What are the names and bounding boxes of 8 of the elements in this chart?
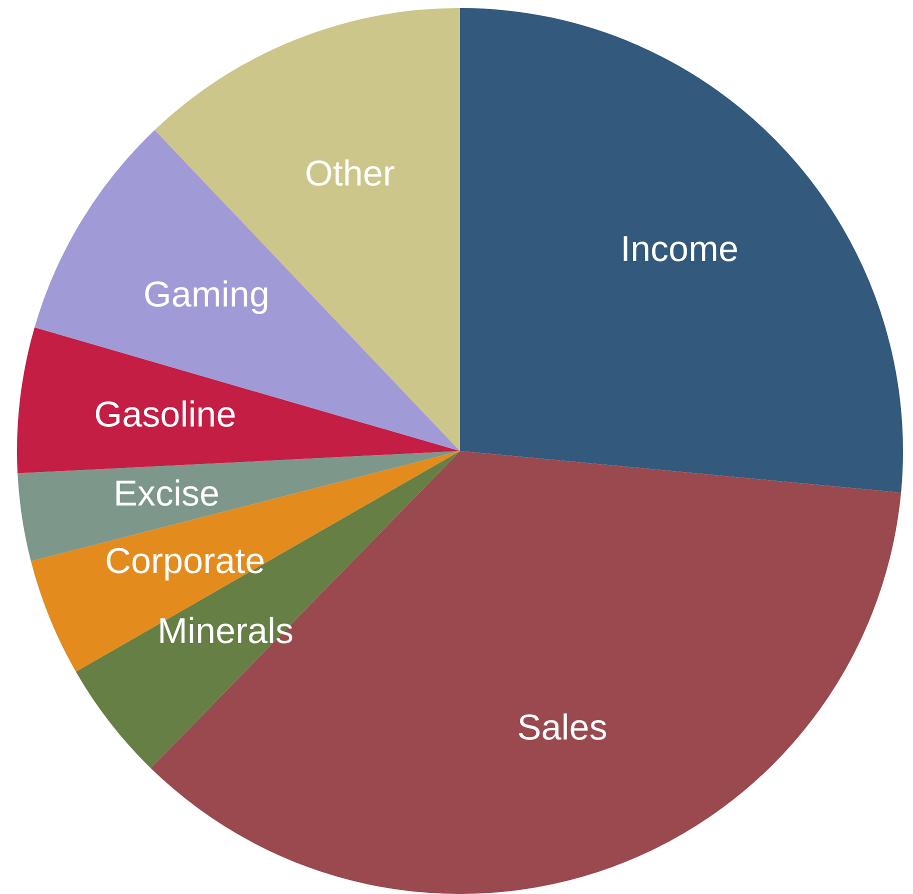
slice-label: Minerals bbox=[157, 610, 294, 651]
slice-label: Other bbox=[304, 152, 395, 194]
slice-label: Corporate bbox=[105, 540, 266, 581]
slice-label: Sales bbox=[517, 706, 608, 748]
slice-label: Income bbox=[620, 228, 739, 270]
slice-label: Gaming bbox=[143, 274, 270, 315]
slice-label: Excise bbox=[114, 472, 220, 514]
slice-label: Gasoline bbox=[94, 394, 236, 434]
